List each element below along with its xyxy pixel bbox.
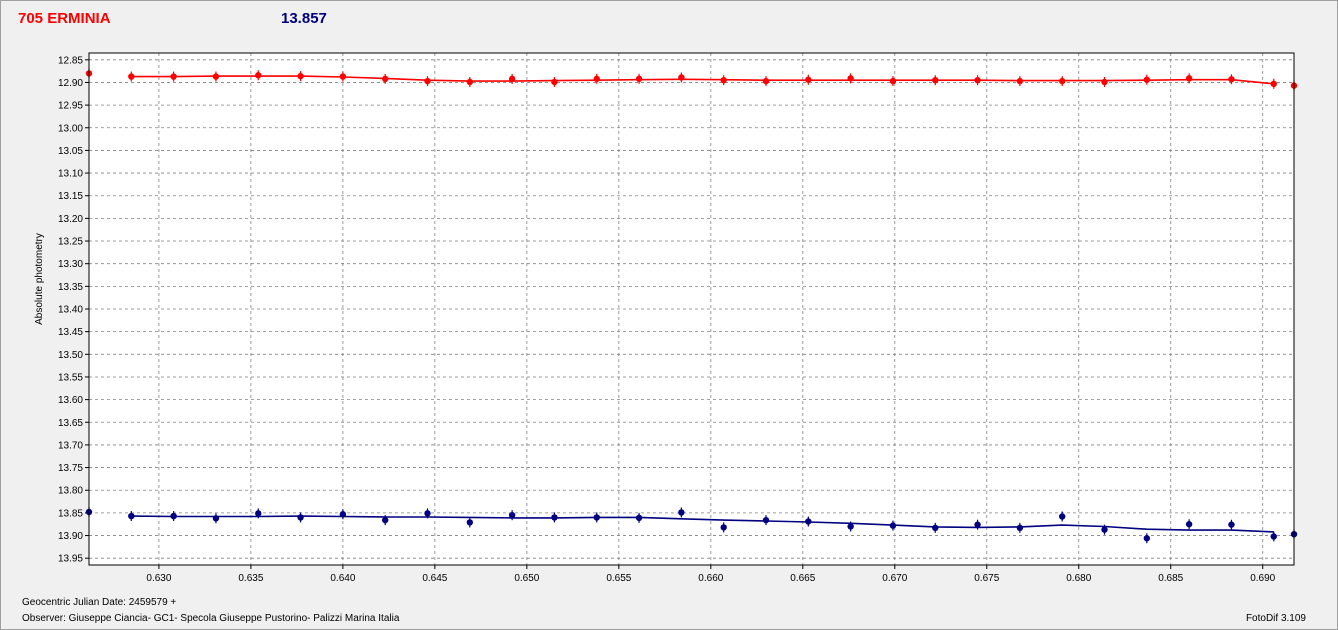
x-tick-label: 0.660 <box>698 573 723 584</box>
y-tick-label: 12.95 <box>58 101 83 112</box>
y-tick-label: 13.95 <box>58 554 83 565</box>
x-tick-label: 0.670 <box>882 573 907 584</box>
y-tick-label: 13.70 <box>58 440 83 451</box>
observer-label: Observer: Giuseppe Ciancia- GC1- Specola… <box>22 613 400 624</box>
y-tick-label: 13.60 <box>58 395 83 406</box>
y-tick-label: 13.10 <box>58 169 83 180</box>
fit-line-0 <box>131 75 1274 85</box>
x-tick-label: 0.630 <box>146 573 171 584</box>
x-tick-label: 0.690 <box>1250 573 1275 584</box>
fit-line-1 <box>131 515 1274 533</box>
y-tick-label: 13.00 <box>58 123 83 134</box>
x-tick-label: 0.635 <box>238 573 263 584</box>
y-tick-label: 13.90 <box>58 531 83 542</box>
software-label: FotoDif 3.109 <box>1245 613 1306 624</box>
object-name: 705 ERMINIA <box>18 10 111 27</box>
y-tick-label: 13.75 <box>58 463 83 474</box>
x-tick-label: 0.665 <box>790 573 815 584</box>
x-tick-label: 0.680 <box>1066 573 1091 584</box>
y-tick-label: 13.85 <box>58 508 83 519</box>
y-tick-label: 13.40 <box>58 305 83 316</box>
y-tick-label: 13.35 <box>58 282 83 293</box>
y-tick-label: 13.15 <box>58 191 83 202</box>
y-axis-label: Absolute photometry <box>34 233 45 325</box>
x-tick-label: 0.640 <box>330 573 355 584</box>
y-tick-label: 13.05 <box>58 146 83 157</box>
y-tick-label: 13.25 <box>58 237 83 248</box>
julian-date-label: Geocentric Julian Date: 2459579 + <box>22 597 177 608</box>
y-tick-label: 13.55 <box>58 372 83 383</box>
y-tick-label: 13.50 <box>58 350 83 361</box>
plot-border <box>88 52 1295 566</box>
x-tick-label: 0.655 <box>606 573 631 584</box>
y-tick-label: 13.80 <box>58 486 83 497</box>
comparison-magnitude: 13.857 <box>281 10 327 27</box>
x-tick-label: 0.645 <box>422 573 447 584</box>
y-tick-label: 12.90 <box>58 78 83 89</box>
x-tick-label: 0.650 <box>514 573 539 584</box>
x-tick-label: 0.675 <box>974 573 999 584</box>
y-tick-label: 13.30 <box>58 259 83 270</box>
y-tick-label: 12.85 <box>58 55 83 66</box>
x-tick-label: 0.685 <box>1158 573 1183 584</box>
y-tick-label: 13.20 <box>58 214 83 225</box>
y-tick-label: 13.65 <box>58 418 83 429</box>
y-tick-label: 13.45 <box>58 327 83 338</box>
